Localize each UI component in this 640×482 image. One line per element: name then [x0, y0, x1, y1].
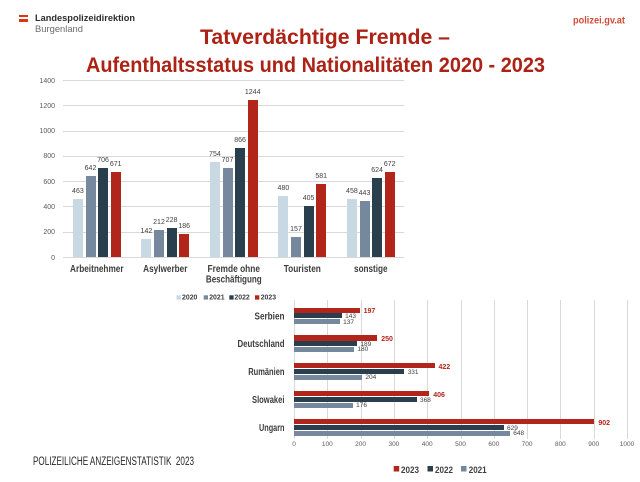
svg-text:2021: 2021: [469, 465, 488, 476]
svg-text:Burgenland: Burgenland: [35, 24, 83, 35]
svg-text:Serbien: Serbien: [255, 311, 285, 322]
svg-text:Tatverdächtige Fremde –: Tatverdächtige Fremde –: [200, 26, 450, 49]
svg-text:Beschäftigung: Beschäftigung: [206, 275, 262, 286]
svg-text:Rumänien: Rumänien: [248, 367, 284, 378]
svg-text:2023: 2023: [261, 295, 276, 302]
svg-text:2023: 2023: [401, 465, 419, 476]
svg-text:POLIZEILICHE ANZEIGENSTATISTIK: POLIZEILICHE ANZEIGENSTATISTIK 2023: [33, 456, 194, 468]
svg-text:Landespolizeidirektion: Landespolizeidirektion: [35, 13, 135, 24]
svg-text:2022: 2022: [234, 295, 249, 302]
svg-text:Touristen: Touristen: [284, 264, 321, 275]
svg-text:Slowakei: Slowakei: [252, 395, 285, 406]
svg-text:Fremde ohne: Fremde ohne: [208, 264, 261, 275]
svg-text:2021: 2021: [209, 295, 224, 302]
svg-text:Ungarn: Ungarn: [259, 423, 285, 434]
svg-text:2022: 2022: [435, 465, 453, 476]
svg-text:sonstige: sonstige: [354, 264, 388, 275]
svg-text:2020: 2020: [182, 295, 197, 302]
svg-text:Asylwerber: Asylwerber: [143, 264, 187, 275]
svg-text:Deutschland: Deutschland: [238, 339, 285, 350]
svg-text:polizei.gv.at: polizei.gv.at: [573, 16, 626, 27]
svg-text:Aufenthaltsstatus und National: Aufenthaltsstatus und Nationalitäten 202…: [86, 54, 545, 77]
svg-text:Arbeitnehmer: Arbeitnehmer: [70, 264, 124, 275]
